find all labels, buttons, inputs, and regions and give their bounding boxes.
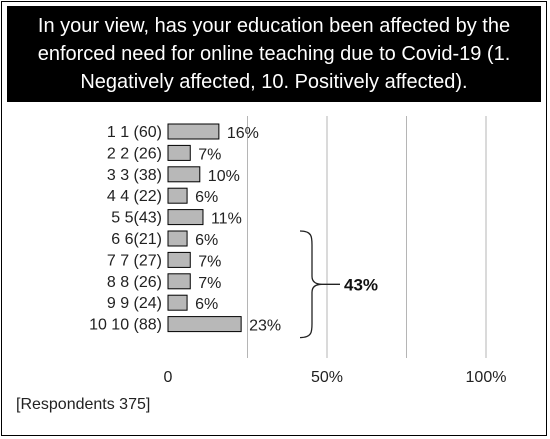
bar xyxy=(167,273,191,290)
value-label: 6% xyxy=(195,232,218,249)
x-tick-label: 0 xyxy=(164,369,173,386)
value-label: 16% xyxy=(227,125,259,142)
category-label: 1 1 (60) xyxy=(107,124,162,141)
category-label: 6 6(21) xyxy=(111,231,162,248)
value-label: 10% xyxy=(208,168,240,185)
bar xyxy=(167,166,201,183)
x-tick-label: 50% xyxy=(311,369,343,386)
bar xyxy=(167,209,204,226)
value-label: 23% xyxy=(249,318,281,335)
bar xyxy=(167,316,242,333)
bar xyxy=(167,187,188,204)
category-label: 5 5(43) xyxy=(111,210,162,227)
bar xyxy=(167,230,188,247)
x-tick-label: 100% xyxy=(466,369,507,386)
value-label: 6% xyxy=(195,189,218,206)
group-total-label: 43% xyxy=(344,275,378,294)
category-label: 4 4 (22) xyxy=(107,188,162,205)
bar xyxy=(167,123,220,140)
bar xyxy=(167,294,188,311)
category-label: 2 2 (26) xyxy=(107,145,162,162)
category-label: 9 9 (24) xyxy=(107,295,162,312)
category-label: 7 7 (27) xyxy=(107,252,162,269)
category-label: 3 3 (38) xyxy=(107,167,162,184)
chart-title: In your view, has your education been af… xyxy=(7,6,541,102)
group-brace xyxy=(299,230,323,339)
value-label: 7% xyxy=(198,253,221,270)
respondents-note: [Respondents 375] xyxy=(16,396,151,413)
value-label: 7% xyxy=(198,146,221,163)
value-label: 11% xyxy=(211,211,242,228)
value-label: 6% xyxy=(195,296,218,313)
value-label: 7% xyxy=(198,275,221,292)
bar xyxy=(167,251,191,268)
bar xyxy=(167,144,191,161)
category-label: 8 8 (26) xyxy=(107,274,162,291)
category-label: 10 10 (88) xyxy=(89,317,162,334)
